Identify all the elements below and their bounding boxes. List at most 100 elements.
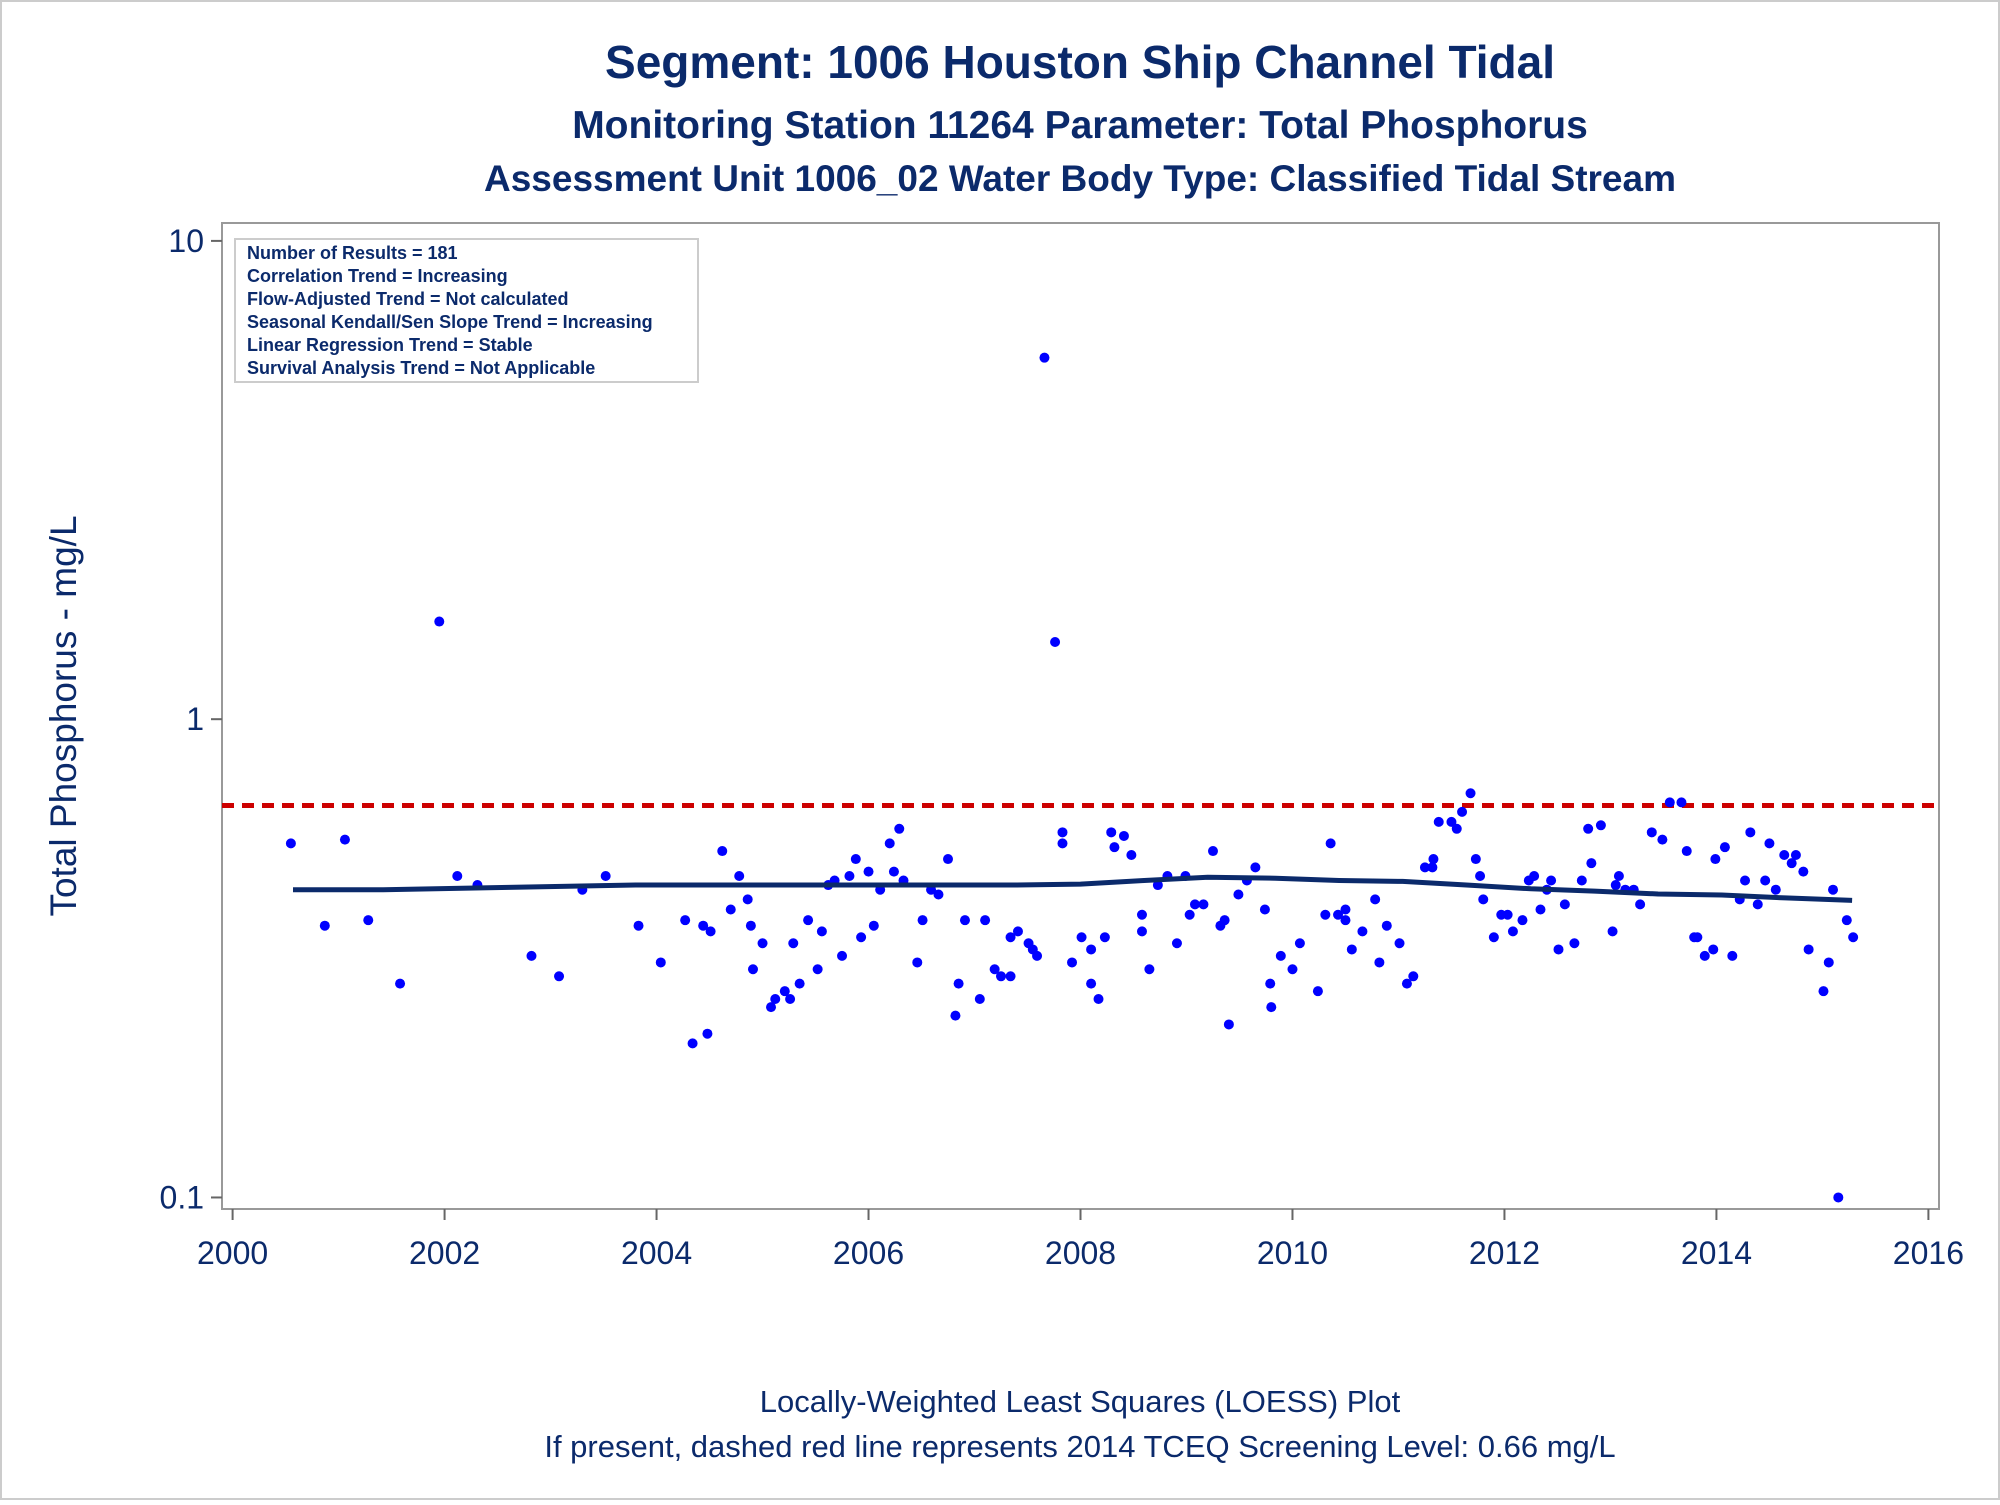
data-point — [1136, 909, 1147, 920]
data-point — [803, 915, 814, 926]
data-point — [705, 926, 716, 937]
data-point — [1475, 871, 1486, 882]
data-point — [1764, 838, 1775, 849]
data-point — [1250, 862, 1261, 873]
data-point — [1340, 915, 1351, 926]
data-point — [1699, 950, 1710, 961]
chart-title: Segment: 1006 Houston Ship Channel Tidal — [605, 36, 1555, 88]
data-point — [1427, 862, 1438, 873]
data-point — [844, 871, 855, 882]
data-point — [717, 846, 728, 857]
data-point — [1681, 846, 1692, 857]
data-point — [1076, 932, 1087, 943]
data-point — [950, 1010, 961, 1021]
data-point — [1529, 871, 1540, 882]
data-point — [1517, 915, 1528, 926]
data-point — [1093, 993, 1104, 1004]
data-point — [1502, 909, 1513, 920]
data-point — [395, 978, 406, 989]
x-tick-label: 2010 — [1257, 1235, 1328, 1271]
data-point — [917, 915, 928, 926]
data-point — [1583, 823, 1594, 834]
data-point — [1770, 884, 1781, 895]
data-point — [1294, 938, 1305, 949]
footnote: If present, dashed red line represents 2… — [544, 1429, 1615, 1464]
data-point — [1032, 950, 1043, 961]
data-point — [816, 926, 827, 937]
annotation-box — [234, 238, 699, 383]
data-point — [1708, 944, 1719, 955]
data-point — [1803, 944, 1814, 955]
data-point — [1470, 854, 1481, 865]
y-tick-label: 1 — [186, 701, 204, 737]
data-point — [1012, 926, 1023, 937]
data-point — [1126, 850, 1137, 861]
data-point — [1451, 823, 1462, 834]
data-point — [655, 957, 666, 968]
data-point — [1184, 909, 1195, 920]
x-tick-label: 2012 — [1469, 1235, 1540, 1271]
data-point — [1798, 866, 1809, 877]
data-point — [1823, 957, 1834, 968]
data-point — [996, 971, 1007, 982]
data-point — [285, 838, 296, 849]
data-point — [812, 964, 823, 975]
data-point — [1233, 889, 1244, 900]
annotation: Linear Regression Trend = Stable — [247, 335, 533, 355]
x-tick-label: 2000 — [197, 1235, 268, 1271]
y-tick-label: 0.1 — [160, 1179, 204, 1215]
data-point — [884, 838, 895, 849]
data-point — [1223, 1019, 1234, 1030]
data-point — [1259, 904, 1270, 915]
data-point — [788, 938, 799, 949]
data-point — [1039, 352, 1050, 363]
data-point — [1595, 820, 1606, 831]
data-point — [1613, 871, 1624, 882]
data-point — [863, 866, 874, 877]
annotation: Seasonal Kendall/Sen Slope Trend = Incre… — [247, 312, 653, 332]
data-point — [1745, 827, 1756, 838]
loess-line — [293, 874, 1853, 903]
data-point — [680, 915, 691, 926]
data-point — [1710, 854, 1721, 865]
data-point — [1171, 938, 1182, 949]
data-point — [1381, 920, 1392, 931]
data-point — [1576, 875, 1587, 886]
annotation: Survival Analysis Trend = Not Applicable — [247, 358, 595, 378]
data-point — [856, 932, 867, 943]
data-point — [1478, 894, 1489, 905]
data-point — [1287, 964, 1298, 975]
data-point — [1333, 909, 1344, 920]
data-point — [1428, 854, 1439, 865]
data-point — [1086, 978, 1097, 989]
data-point — [1207, 846, 1218, 857]
data-point — [434, 616, 445, 627]
data-point — [1740, 875, 1751, 886]
data-point — [1189, 899, 1200, 910]
annotation: Number of Results = 181 — [247, 243, 458, 263]
data-point — [1786, 858, 1797, 869]
data-point — [1198, 899, 1209, 910]
data-point — [1586, 858, 1597, 869]
data-point — [1219, 915, 1230, 926]
x-tick-label: 2016 — [1893, 1235, 1964, 1271]
data-point — [1265, 978, 1276, 989]
data-point — [974, 993, 985, 1004]
data-point — [554, 971, 565, 982]
data-point — [1559, 899, 1570, 910]
y-tick-label: 10 — [168, 223, 204, 259]
data-point — [1136, 926, 1147, 937]
data-point — [850, 854, 861, 865]
data-point — [725, 904, 736, 915]
data-point — [1692, 932, 1703, 943]
annotation: Correlation Trend = Increasing — [247, 266, 508, 286]
data-point — [1535, 904, 1546, 915]
data-point — [745, 920, 756, 931]
data-point — [1312, 986, 1323, 997]
data-point — [1374, 957, 1385, 968]
data-point — [1419, 862, 1430, 873]
data-point — [766, 1002, 777, 1013]
data-point — [1646, 827, 1657, 838]
data-point — [1394, 938, 1405, 949]
